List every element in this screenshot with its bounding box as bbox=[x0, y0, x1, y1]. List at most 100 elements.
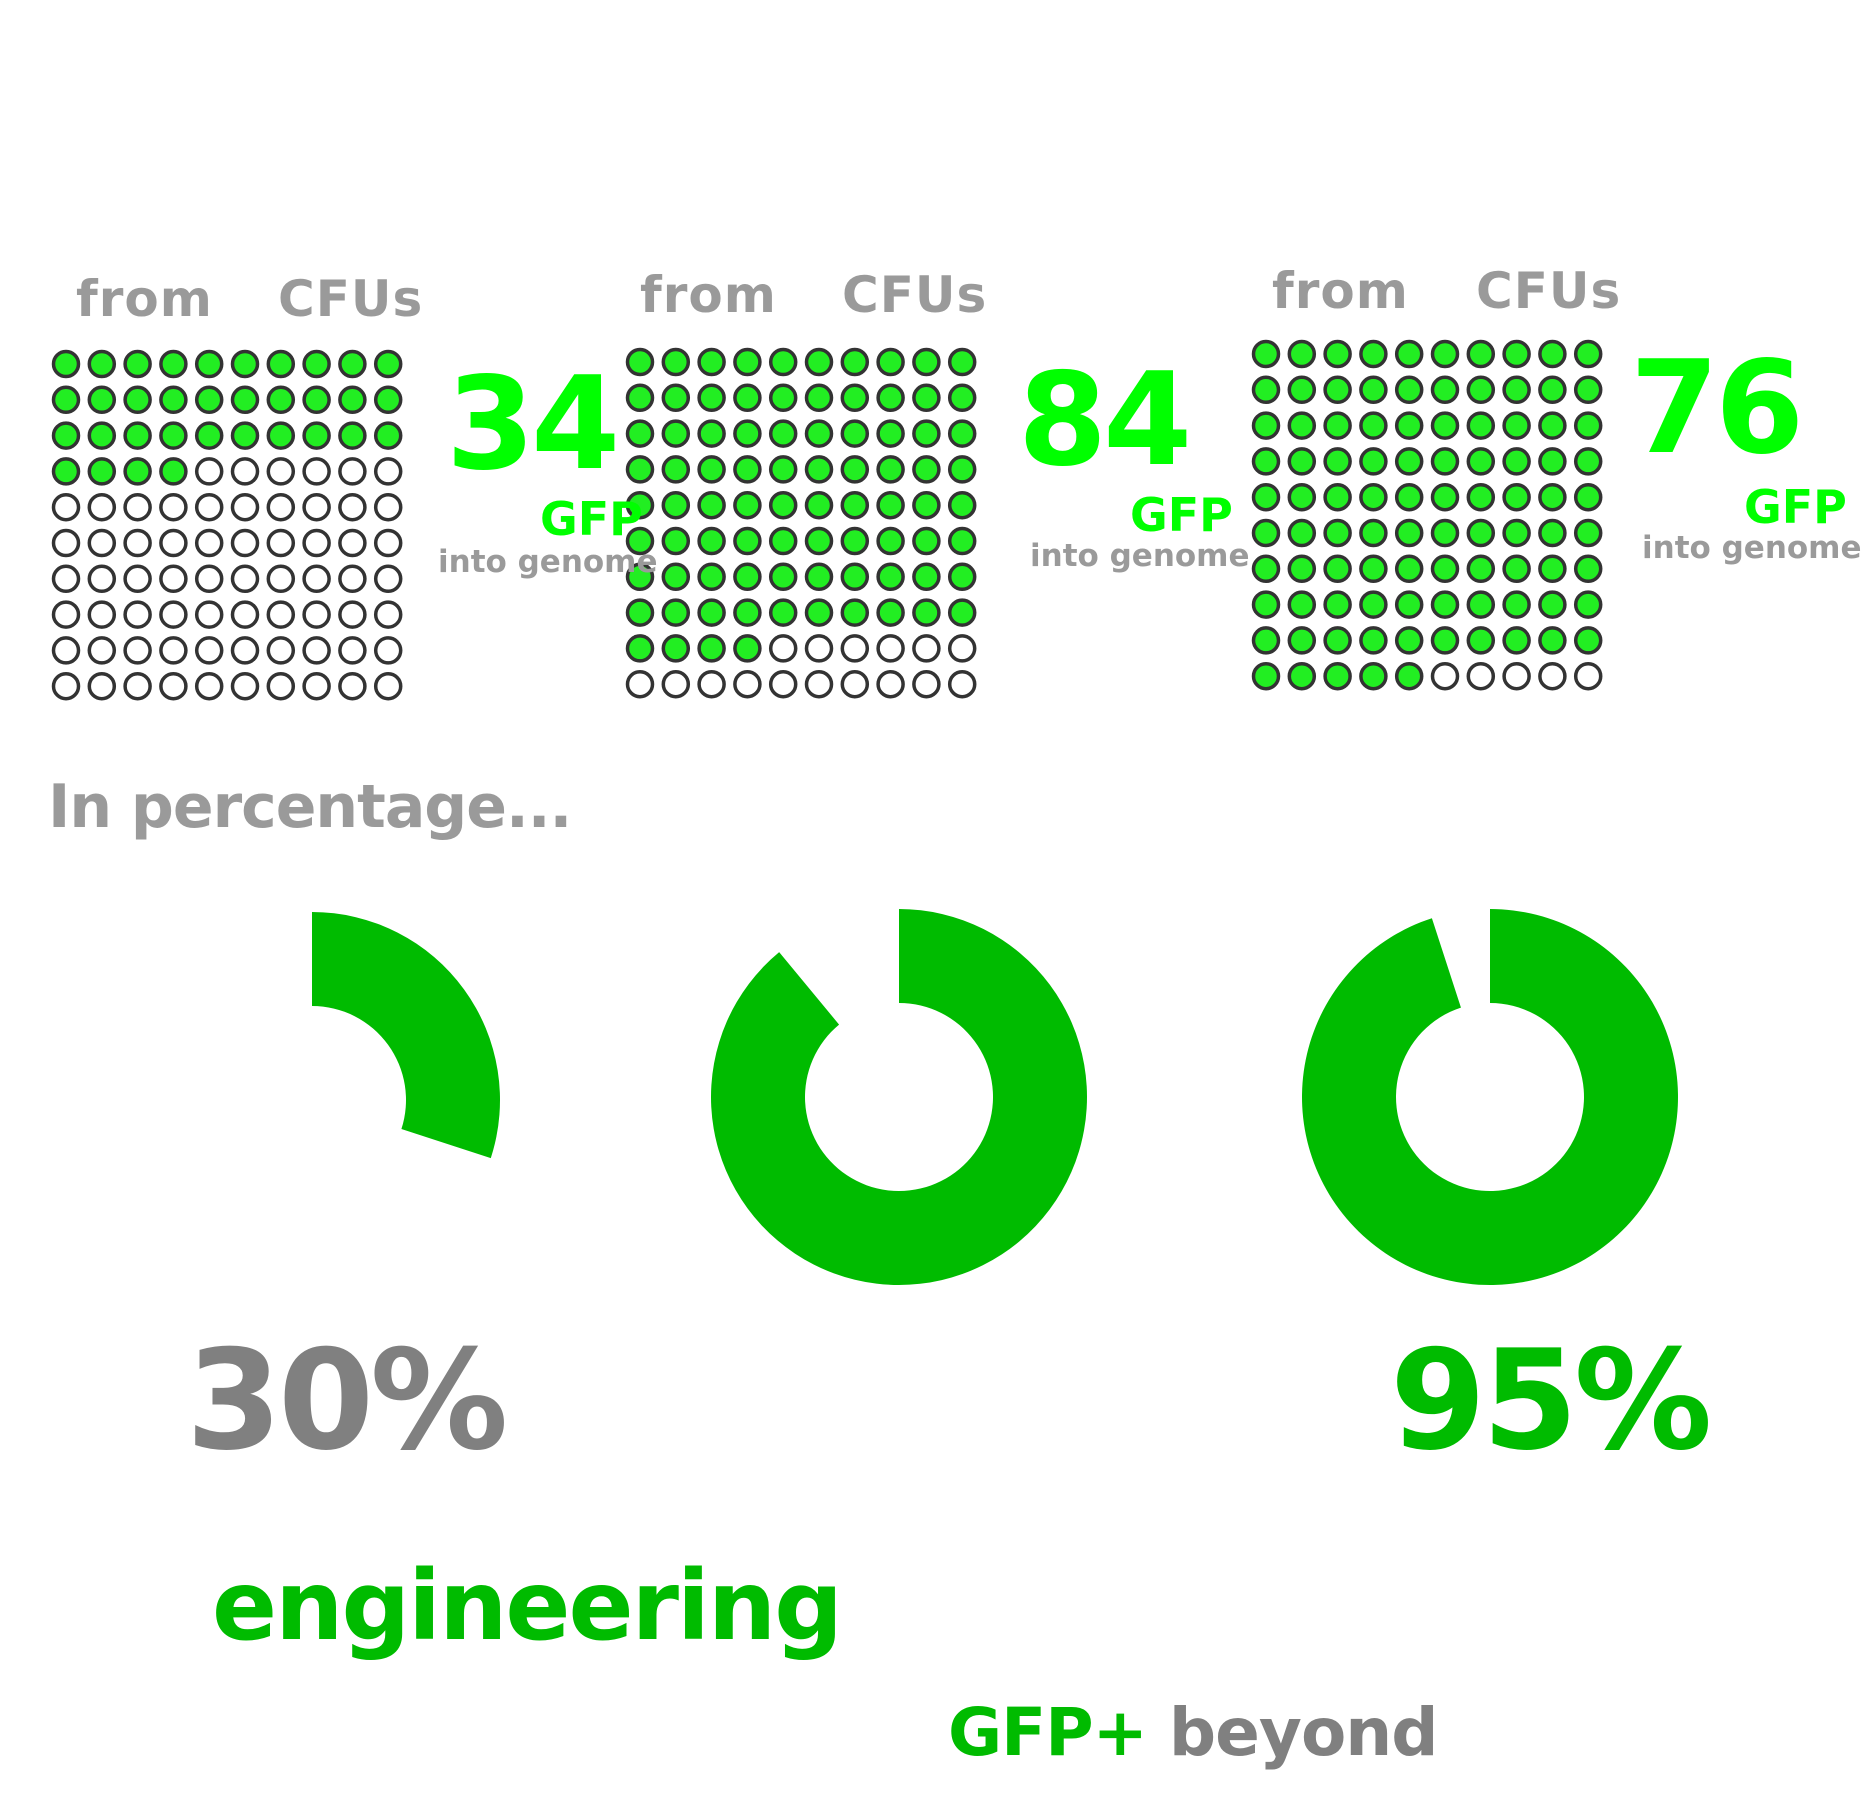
filled-dot bbox=[1359, 375, 1388, 405]
empty-dot bbox=[194, 564, 224, 594]
filled-dot bbox=[194, 349, 224, 379]
empty-dot bbox=[373, 564, 403, 594]
filled-dot bbox=[1251, 626, 1281, 655]
filled-dot bbox=[912, 419, 941, 448]
filled-dot bbox=[733, 562, 762, 592]
panel-3-cfus-label: CFUs bbox=[1476, 262, 1622, 320]
empty-dot bbox=[230, 457, 260, 486]
empty-dot bbox=[768, 634, 798, 663]
empty-dot bbox=[1573, 661, 1603, 691]
filled-dot bbox=[1502, 375, 1531, 405]
filled-dot bbox=[733, 490, 762, 520]
filled-dot bbox=[1502, 447, 1531, 476]
empty-dot bbox=[302, 457, 331, 486]
panel-1-gfp-label: GFP bbox=[540, 492, 643, 546]
filled-dot bbox=[840, 347, 870, 377]
empty-dot bbox=[194, 528, 224, 558]
filled-dot bbox=[1394, 447, 1424, 476]
filled-dot bbox=[947, 419, 977, 448]
empty-dot bbox=[87, 671, 117, 701]
filled-dot bbox=[1394, 661, 1424, 691]
filled-dot bbox=[661, 598, 691, 627]
filled-dot bbox=[1502, 554, 1531, 584]
filled-dot bbox=[1394, 339, 1424, 369]
filled-dot bbox=[1251, 554, 1281, 584]
gfp-plus-text: GFP+ bbox=[948, 1694, 1148, 1771]
filled-dot bbox=[123, 457, 152, 486]
filled-dot bbox=[840, 419, 870, 448]
empty-dot bbox=[159, 636, 188, 665]
filled-dot bbox=[1359, 590, 1388, 619]
filled-dot bbox=[733, 383, 762, 413]
filled-dot bbox=[338, 421, 367, 450]
filled-dot bbox=[912, 383, 941, 413]
filled-dot bbox=[373, 385, 403, 415]
filled-dot bbox=[1359, 482, 1388, 512]
empty-dot bbox=[804, 669, 834, 699]
donut-chart-3 bbox=[1302, 909, 1678, 1285]
filled-dot bbox=[87, 385, 117, 415]
empty-dot bbox=[302, 671, 331, 701]
filled-dot bbox=[947, 490, 977, 520]
filled-dot bbox=[697, 490, 726, 520]
filled-dot bbox=[1573, 482, 1603, 512]
filled-dot bbox=[947, 455, 977, 484]
panel-1-number: 34 bbox=[446, 350, 620, 499]
filled-dot bbox=[840, 383, 870, 413]
empty-dot bbox=[912, 669, 941, 699]
filled-dot bbox=[1573, 554, 1603, 584]
filled-dot bbox=[804, 383, 834, 413]
filled-dot bbox=[1323, 661, 1352, 691]
filled-dot bbox=[1287, 411, 1317, 440]
empty-dot bbox=[230, 636, 260, 665]
empty-dot bbox=[1538, 661, 1567, 691]
filled-dot bbox=[733, 455, 762, 484]
filled-dot bbox=[697, 598, 726, 627]
filled-dot bbox=[123, 349, 152, 379]
filled-dot bbox=[338, 385, 367, 415]
filled-dot bbox=[1573, 626, 1603, 655]
filled-dot bbox=[1538, 626, 1567, 655]
filled-dot bbox=[1466, 447, 1496, 476]
empty-dot bbox=[123, 636, 152, 665]
empty-dot bbox=[87, 636, 117, 665]
filled-dot bbox=[1466, 626, 1496, 655]
filled-dot bbox=[661, 455, 691, 484]
filled-dot bbox=[51, 349, 81, 379]
empty-dot bbox=[230, 600, 260, 629]
filled-dot bbox=[230, 421, 260, 450]
filled-dot bbox=[697, 383, 726, 413]
panel-2-number: 84 bbox=[1018, 346, 1192, 495]
empty-dot bbox=[302, 492, 331, 522]
filled-dot bbox=[733, 634, 762, 663]
empty-dot bbox=[373, 528, 403, 558]
empty-dot bbox=[51, 600, 81, 629]
filled-dot bbox=[1538, 339, 1567, 369]
filled-dot bbox=[625, 490, 655, 520]
filled-dot bbox=[1394, 411, 1424, 440]
filled-dot bbox=[1430, 554, 1460, 584]
filled-dot bbox=[194, 421, 224, 450]
empty-dot bbox=[302, 564, 331, 594]
panel-2-from-label: from bbox=[640, 266, 777, 324]
filled-dot bbox=[1538, 375, 1567, 405]
filled-dot bbox=[266, 385, 296, 415]
panel-2-cfus-label: CFUs bbox=[842, 266, 988, 324]
dot-grid-panel-3 bbox=[1251, 339, 1603, 691]
percent-label-1: 30% bbox=[186, 1320, 508, 1481]
filled-dot bbox=[733, 526, 762, 556]
filled-dot bbox=[87, 457, 117, 486]
filled-dot bbox=[1251, 447, 1281, 476]
filled-dot bbox=[733, 347, 762, 377]
empty-dot bbox=[338, 528, 367, 558]
empty-dot bbox=[266, 671, 296, 701]
filled-dot bbox=[1323, 518, 1352, 548]
donut-chart-2 bbox=[711, 909, 1087, 1285]
filled-dot bbox=[1251, 482, 1281, 512]
dot-grid-panel-2 bbox=[625, 347, 977, 699]
empty-dot bbox=[912, 634, 941, 663]
empty-dot bbox=[947, 669, 977, 699]
empty-dot bbox=[625, 669, 655, 699]
panel-1-into-genome: into genome bbox=[438, 544, 658, 580]
empty-dot bbox=[159, 600, 188, 629]
